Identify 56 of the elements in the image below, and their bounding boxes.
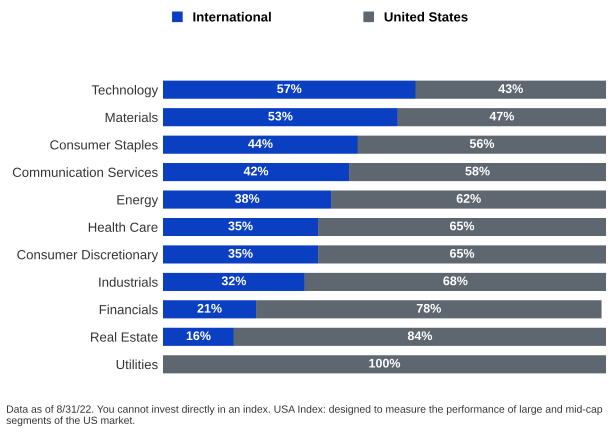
data-label: 68% [443,276,468,286]
data-label: 44% [248,139,273,148]
y-tick-label: Energy [117,195,158,208]
bar [416,80,606,99]
bar [163,300,256,318]
y-tick-label: Consumer Discretionary [17,250,158,262]
bar [163,355,606,374]
bar [398,108,606,126]
bar [163,80,416,99]
y-tick-label: Real Estate [91,332,158,342]
bar [163,328,234,346]
data-label: 100% [369,358,400,368]
bar [331,190,606,209]
bar [349,163,606,182]
data-label: 78% [416,304,441,313]
bar [163,190,332,209]
y-tick-label: Health Care [88,222,158,232]
data-label: 43% [498,84,523,94]
bar [318,245,606,264]
y-tick-label: Utilities [116,359,158,370]
bar [234,328,606,346]
data-label: 38% [234,194,260,203]
data-label: 42% [244,166,268,176]
bar [256,300,602,318]
text: Data as of 8/31/22. You cannot invest directly in an index. USA Index: designed to measure the performance of large and mid-cap segments of the US market. [6,405,602,426]
bar [318,218,606,236]
data-label: 47% [490,112,514,121]
y-tick-label: Consumer Staples [50,140,158,152]
data-label: 56% [470,139,494,148]
y-tick-label: Technology [92,84,158,98]
data-label: 32% [222,276,246,286]
data-label: 84% [408,331,432,340]
bar [163,136,358,154]
legend-label: International [193,12,271,22]
legend-label: United States [384,12,468,22]
data-label: 53% [268,112,293,121]
data-label: 62% [456,194,481,203]
data-label: 65% [450,222,474,230]
bar [163,218,318,236]
data-label: 58% [465,166,490,176]
data-label: 35% [228,248,253,258]
y-tick-label: Financials [100,304,158,314]
data-label: 57% [277,84,302,94]
bar [163,245,318,264]
y-tick-label: Industrials [99,277,158,287]
bar [163,108,398,126]
data-label: 21% [197,304,222,313]
y-tick-label: Materials [106,112,158,122]
bar [358,136,606,154]
data-label: 16% [186,331,211,340]
data-label: 35% [228,222,253,230]
bar [163,272,305,291]
y-tick-label: Communication Services [12,167,158,177]
bar [304,272,606,291]
data-label: 65% [450,248,474,258]
bar [163,163,350,182]
